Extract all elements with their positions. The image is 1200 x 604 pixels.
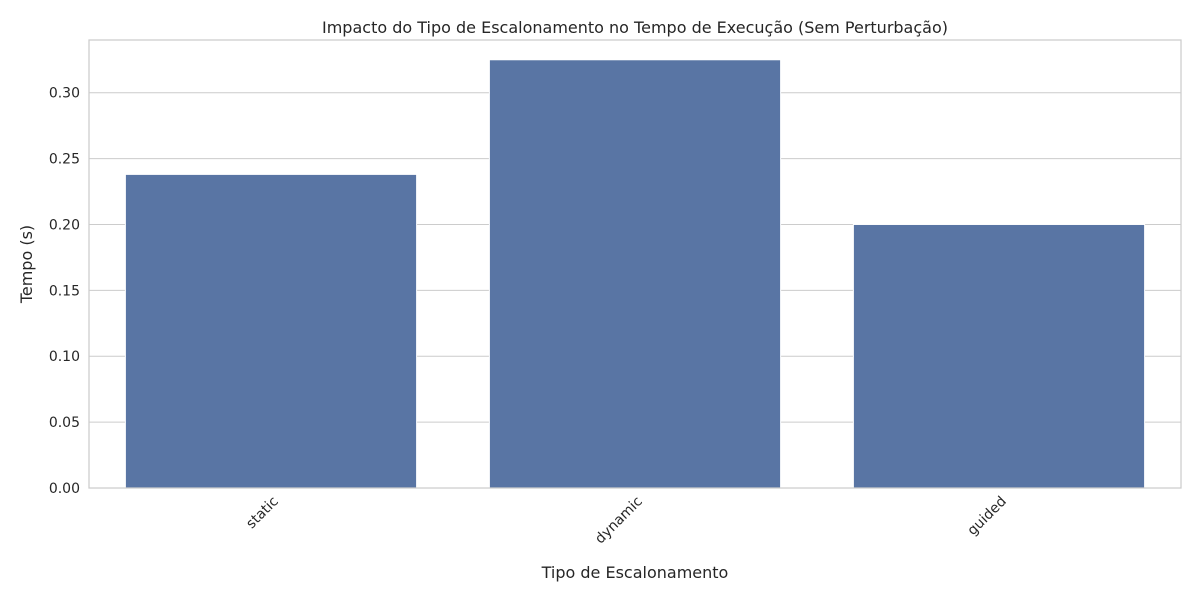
bar-guided <box>852 223 1146 489</box>
axes-frame <box>88 39 1182 489</box>
x-axis-title: Tipo de Escalonamento <box>541 563 729 582</box>
bar-static <box>124 173 418 489</box>
y-axis-ticks: 0.00 0.05 0.10 0.15 0.20 0.25 0.30 <box>49 86 80 497</box>
x-tick-label: guided <box>965 494 1010 539</box>
y-tick-label: 0.25 <box>49 152 80 168</box>
y-axis-title: Tempo (s) <box>17 225 36 304</box>
x-axis-ticks: static dynamic guided <box>243 494 1010 548</box>
y-tick-label: 0.00 <box>49 481 80 497</box>
bars <box>124 59 1146 489</box>
chart-title: Impacto do Tipo de Escalonamento no Temp… <box>322 18 948 37</box>
x-tick-label: dynamic <box>592 494 646 548</box>
y-tick-label: 0.30 <box>49 86 80 102</box>
y-tick-label: 0.10 <box>49 349 80 365</box>
bar-dynamic <box>488 59 782 489</box>
y-tick-label: 0.05 <box>49 415 80 431</box>
y-tick-label: 0.20 <box>49 217 80 233</box>
y-tick-label: 0.15 <box>49 283 80 299</box>
x-tick-label: static <box>243 494 282 533</box>
plot-frame <box>88 39 1182 489</box>
